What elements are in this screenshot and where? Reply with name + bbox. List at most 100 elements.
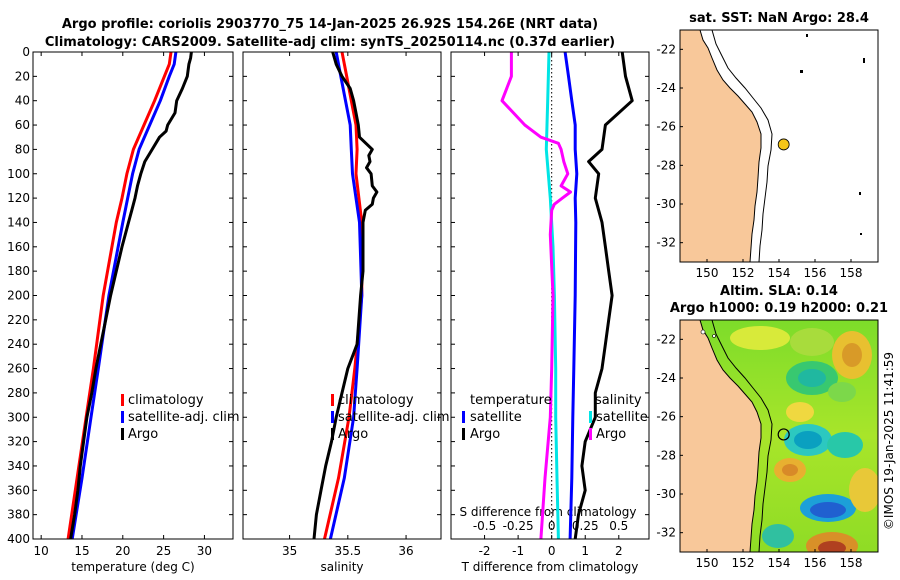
map-y-tick-label: -30 [656,487,676,501]
sla-map [679,319,879,553]
series-line-satellite-adj-clim [70,52,178,539]
map-x-tick-label: 156 [804,266,827,280]
x-axis-label: temperature (deg C) [71,560,194,574]
y-tick-label: 160 [7,240,30,254]
map-x-tick-label: 156 [804,556,827,570]
series-line-s-satellite [544,52,560,539]
map-axis-ticks: 150 152 154 156 158 -22 -24 -26 -28 -30 -32 150 152 1… [656,42,862,570]
legend-swatch [121,411,124,423]
y-tick-label: 200 [7,289,30,303]
map-y-tick-label: -30 [656,197,676,211]
y-tick-label: 220 [7,313,30,327]
x-tick-label: 35 [282,544,297,558]
x-tick-label: -2 [479,544,491,558]
x-tick-label: 10 [34,544,49,558]
x-tick-label: 1 [581,544,589,558]
legend-swatch [121,394,124,406]
y-tick-label: 300 [7,410,30,424]
map-y-tick-label: -28 [656,448,676,462]
legend-swatch [121,428,124,440]
sst-map [679,29,879,263]
y-tick-label: 100 [7,167,30,181]
legend-label: Argo [470,427,500,442]
legend-swatch [331,394,334,406]
x-tick-label: 35.5 [334,544,361,558]
y-tick-label: 40 [15,94,30,108]
x-tick-label: -1 [512,544,524,558]
sla-map-title-line1: Altim. SLA: 0.14 [720,284,838,299]
legend-label: Argo [338,427,368,442]
legend-label: satellite [470,410,522,425]
s-tick-label: -0.5 [473,519,496,533]
plot-background [33,52,233,539]
sla-map-title-line2: Argo h1000: 0.19 h2000: 0.21 [670,301,888,316]
legend-swatch [589,428,592,440]
plot-frame [242,51,442,540]
x-tick-label: 20 [115,544,130,558]
y-tick-label: 140 [7,215,30,229]
difference-panel: -2 -1 0 1 2 T difference from climatology -0.5… [450,51,650,574]
series-line-t-argo [573,52,634,539]
y-tick-label: 240 [7,337,30,351]
map-x-tick-label: 158 [840,266,863,280]
series-group [500,52,634,539]
figure-title-line2: Climatology: CARS2009. Satellite-adj cli… [45,35,615,50]
legend-swatch [462,411,465,423]
y-tick-label: 80 [15,142,30,156]
series-line-argo [312,52,379,539]
australia-land [680,320,762,552]
salinity-panel: 35 35.5 36 salinity climatology satellite-adj… [242,51,450,574]
legend-swatch [331,411,334,423]
australia-land [680,30,761,262]
map-y-tick-label: -26 [656,410,676,424]
continental-shelf-contour [711,320,773,552]
map-y-tick-label: -22 [656,42,676,56]
y-tick-label: 260 [7,362,30,376]
legend-swatch [589,411,592,423]
x-tick-label: 0 [548,544,556,558]
legend-heading: salinity [595,393,642,408]
map-y-tick-label: -32 [656,236,676,250]
y-tick-label: 20 [15,69,30,83]
y-tick-label: 340 [7,459,30,473]
series-line-s-argo [500,52,572,539]
y-tick-label: 0 [22,45,30,59]
map-x-tick-label: 158 [840,556,863,570]
plot-frame [32,51,234,540]
x-tick-label: 36 [398,544,413,558]
sst-map-title: sat. SST: NaN Argo: 28.4 [689,11,869,26]
map-y-tick-label: -26 [656,120,676,134]
legend-label: satellite [596,410,648,425]
argo-position-marker [777,138,790,151]
plot-frame [450,51,650,540]
map-x-tick-label: 152 [732,556,755,570]
map-x-tick-label: 150 [696,266,719,280]
s-tick-label: -0.25 [503,519,534,533]
y-tick-label: 120 [7,191,30,205]
series-group [312,52,379,539]
map-y-tick-label: -24 [656,81,676,95]
map-x-tick-label: 150 [696,556,719,570]
map-x-tick-label: 154 [768,556,791,570]
sla-anomaly-field [730,326,878,552]
legend-label: climatology [128,393,204,408]
map-y-tick-label: -28 [656,158,676,172]
map-x-tick-label: 154 [768,266,791,280]
legend-label: Argo [128,427,158,442]
y-tick-label: 320 [7,435,30,449]
map-y-tick-label: -24 [656,371,676,385]
x-axis-label: T difference from climatology [461,560,639,574]
continental-shelf-contour [711,30,773,262]
series-line-argo [69,52,193,539]
s-tick-label: 0 [548,519,556,533]
y-tick-label: 400 [7,532,30,546]
legend-label: climatology [338,393,414,408]
y-tick-label: 180 [7,264,30,278]
x-tick-label: 30 [197,544,212,558]
map-x-tick-label: 152 [732,266,755,280]
figure-title-line1: Argo profile: coriolis 2903770_75 14-Jan… [62,17,598,32]
series-line-t-satellite [563,52,579,539]
legend-label: satellite-adj. clim [128,410,240,425]
y-tick-label: 380 [7,508,30,522]
